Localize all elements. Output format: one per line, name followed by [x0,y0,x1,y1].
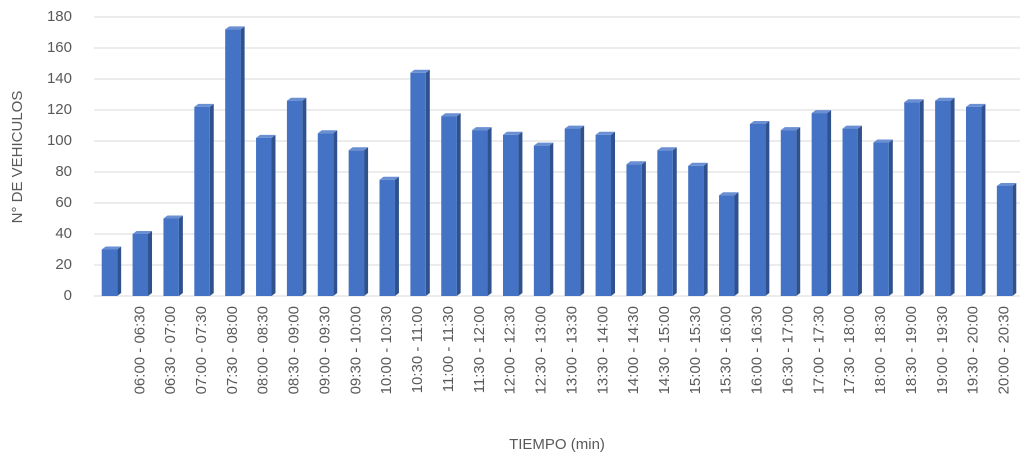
bar [996,182,1017,296]
bar [225,26,245,297]
bar [286,97,307,296]
bar [595,131,616,296]
bar [163,215,183,296]
x-tick-label: 09:30 - 10:00 [347,306,364,394]
bar [873,139,893,296]
x-tick-label: 13:30 - 14:00 [594,306,611,394]
bar [811,110,832,296]
bar [533,142,554,296]
x-tick-label: 14:30 - 15:00 [656,306,673,394]
x-tick-label: 07:30 - 08:00 [224,306,241,394]
x-tick-label: 11:00 - 11:30 [440,306,457,392]
bar [194,103,214,297]
bar [379,176,399,296]
y-axis-title: N° DE VEHICULOS [9,91,26,224]
x-tick-label: 13:00 - 13:30 [563,306,580,394]
x-tick-label: 18:00 - 18:30 [872,306,889,394]
x-axis-title: TIEMPO (min) [509,436,605,453]
bar [688,162,708,296]
x-tick-label: 17:30 - 18:00 [841,306,858,394]
bar [842,125,862,296]
y-tick-label: 80 [55,163,72,180]
bar [719,192,739,296]
x-tick-label: 19:30 - 20:00 [965,306,982,394]
x-tick-label: 10:00 - 10:30 [378,306,395,394]
x-tick-label: 12:00 - 12:30 [502,306,519,394]
x-tick-label: 07:00 - 07:30 [193,306,210,394]
bar [965,103,986,297]
bar [626,161,646,296]
x-tick-label: 20:00 - 20:30 [996,306,1013,394]
bar [564,125,585,296]
x-tick-label: 19:00 - 19:30 [934,306,951,394]
y-tick-label: 60 [55,194,72,211]
bar [132,231,153,296]
y-tick-label: 180 [47,8,72,25]
x-tick-label: 11:30 - 12:00 [471,306,488,393]
bar [441,113,461,296]
x-tick-label: 15:00 - 15:30 [687,306,704,394]
x-tick-label: 18:30 - 19:00 [903,306,920,394]
bar [317,130,338,296]
x-tick-label: 16:00 - 16:30 [749,306,766,394]
x-tick-label: 14:00 - 14:30 [625,306,642,394]
y-tick-label: 140 [47,70,72,87]
bar [348,147,369,296]
x-tick-label: 17:00 - 17:30 [810,306,827,394]
x-tick-label: 08:30 - 09:00 [286,306,303,394]
bar [256,134,276,296]
x-tick-label: 15:30 - 16:00 [718,306,735,394]
x-tick-label: 16:30 - 17:00 [779,306,796,394]
x-tick-label: 09:00 - 09:30 [316,306,333,394]
x-tick-label: 08:00 - 08:30 [255,306,272,394]
y-tick-label: 40 [55,225,72,242]
y-tick-label: 160 [47,39,72,56]
y-tick-label: 20 [55,256,72,273]
bar [935,97,955,296]
bar [904,99,924,296]
y-tick-label: 120 [47,101,72,118]
bar [502,131,523,296]
x-tick-label: 10:30 - 11:00 [409,306,426,393]
y-tick-label: 0 [64,287,72,304]
y-tick-label: 100 [47,132,72,149]
bar [657,147,677,296]
bar [410,69,430,296]
x-tick-label: 06:00 - 06:30 [131,306,148,394]
bar [101,246,122,296]
bar [780,127,801,297]
bar [749,120,770,296]
x-tick-label: 12:30 - 13:00 [533,306,550,394]
x-tick-label: 06:30 - 07:00 [162,306,179,394]
bar [472,127,492,297]
